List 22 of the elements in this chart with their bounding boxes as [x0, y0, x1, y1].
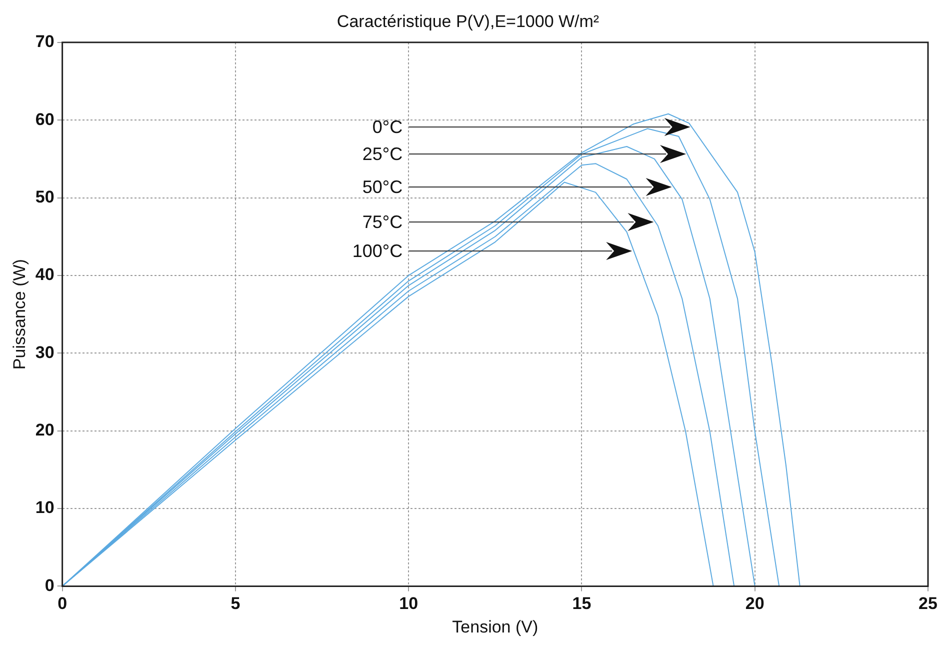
x-tick-label: 20 [745, 594, 764, 614]
y-tick-label: 40 [35, 265, 54, 284]
x-tick-label: 5 [230, 594, 240, 614]
annotation: 50°C [362, 176, 403, 198]
y-tick-label: 60 [35, 110, 54, 129]
y-tick-label: 0 [44, 576, 54, 595]
x-tick-label: 0 [58, 594, 68, 614]
y-tick-label: 30 [35, 342, 54, 362]
y-tick-label: 10 [35, 498, 54, 518]
annotation: 0°C [372, 116, 403, 138]
y-tick-label: 50 [35, 187, 54, 206]
x-tick-label: 10 [399, 594, 418, 614]
chart-title: Caractéristique P(V),E=1000 W/m² [336, 12, 600, 31]
annotation: 100°C [352, 240, 403, 262]
x-tick-label: 15 [572, 594, 592, 614]
y-tick-label: 70 [35, 32, 54, 52]
y-axis-title: Puissance (W) [10, 259, 29, 370]
annotation: 25°C [362, 143, 403, 166]
x-axis-title: Tension (V) [452, 617, 538, 636]
annotation: 75°C [362, 210, 403, 233]
y-tick-label: 20 [35, 420, 54, 440]
x-tick-label: 25 [918, 594, 938, 614]
